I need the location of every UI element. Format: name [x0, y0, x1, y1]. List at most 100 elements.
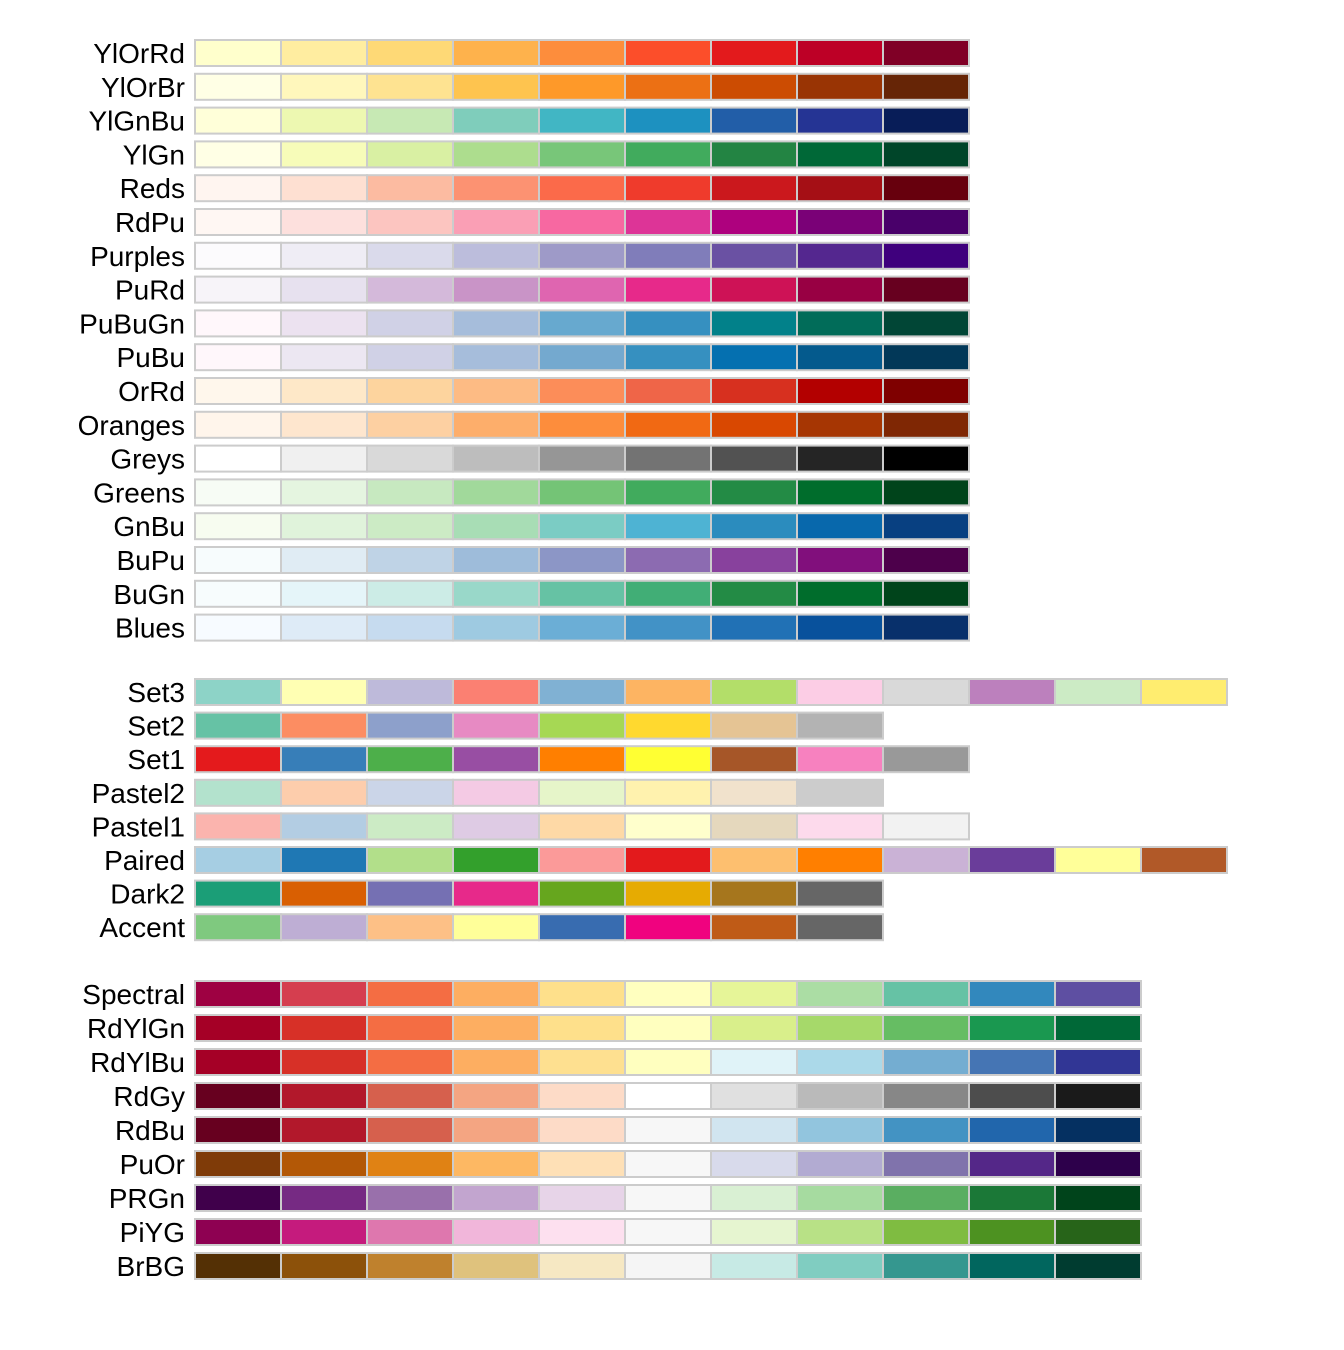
color-swatch	[538, 678, 626, 706]
palette-row: YlGnBu	[89, 106, 970, 137]
color-swatch	[280, 1116, 368, 1144]
palette-row: Greys	[110, 444, 970, 475]
color-swatch	[452, 410, 540, 439]
color-swatch	[796, 579, 884, 608]
color-swatch	[710, 309, 798, 338]
color-swatch	[968, 1116, 1056, 1144]
color-swatch	[538, 812, 626, 841]
color-swatch	[194, 812, 282, 841]
color-swatch	[366, 174, 454, 203]
color-swatch	[796, 72, 884, 101]
color-swatch	[366, 377, 454, 405]
color-swatch	[194, 846, 282, 874]
color-swatch	[538, 410, 626, 439]
palette-label: Greens	[93, 477, 185, 508]
color-swatch	[194, 410, 282, 439]
palette-label: YlOrBr	[101, 72, 185, 103]
color-swatch	[710, 174, 798, 203]
color-swatch	[366, 1218, 454, 1246]
color-swatch	[452, 711, 540, 740]
color-swatch	[624, 812, 712, 841]
color-swatch	[452, 812, 540, 841]
color-swatch	[624, 39, 712, 67]
color-swatch	[366, 1150, 454, 1178]
color-swatch	[280, 812, 368, 841]
color-swatch	[366, 444, 454, 473]
color-swatch	[452, 309, 540, 338]
palette-row: PuBu	[117, 342, 970, 373]
color-swatch	[280, 1252, 368, 1280]
palette-label: PiYG	[120, 1217, 185, 1248]
color-swatch	[710, 241, 798, 270]
color-swatch	[452, 377, 540, 405]
color-swatch	[194, 678, 282, 706]
color-swatch	[710, 1184, 798, 1212]
color-swatch	[538, 275, 626, 304]
color-swatch	[452, 778, 540, 807]
color-swatch	[710, 444, 798, 473]
color-swatch	[1054, 1082, 1142, 1110]
color-swatch	[710, 377, 798, 405]
color-swatch	[796, 1150, 884, 1178]
palette-row: Set2	[127, 711, 884, 742]
color-swatch	[452, 613, 540, 642]
color-swatch	[710, 1116, 798, 1144]
palette-row: PuOr	[120, 1149, 1142, 1180]
color-swatch	[452, 275, 540, 304]
color-swatch	[538, 613, 626, 642]
color-swatch	[710, 778, 798, 807]
color-swatch	[710, 140, 798, 169]
color-swatch	[194, 478, 282, 507]
color-swatch	[366, 410, 454, 439]
color-swatch	[968, 980, 1056, 1008]
color-swatch	[624, 275, 712, 304]
color-swatch	[796, 1116, 884, 1144]
color-swatch	[366, 613, 454, 642]
palette-row: Set1	[127, 744, 970, 775]
color-swatch	[366, 106, 454, 135]
color-swatch	[710, 410, 798, 439]
palette-row: Dark2	[110, 879, 884, 910]
color-swatch	[882, 980, 970, 1008]
color-swatch	[624, 778, 712, 807]
color-swatch	[710, 1014, 798, 1042]
color-swatch	[194, 879, 282, 908]
color-swatch	[452, 444, 540, 473]
color-swatch	[796, 1048, 884, 1076]
color-swatch	[796, 343, 884, 372]
color-swatch	[366, 39, 454, 67]
color-swatch	[882, 174, 970, 203]
color-swatch	[796, 1218, 884, 1246]
palette-group: YlOrRdYlOrBrYlGnBuYlGnRedsRdPuPurplesPuR…	[78, 38, 970, 644]
color-swatch	[710, 745, 798, 774]
color-swatch	[280, 678, 368, 706]
color-swatch	[882, 208, 970, 236]
color-swatch	[882, 410, 970, 439]
palette-row: PuRd	[115, 275, 970, 306]
color-swatch	[280, 846, 368, 874]
color-swatch	[624, 546, 712, 574]
color-swatch	[710, 711, 798, 740]
color-swatch	[194, 1150, 282, 1178]
palette-label: PuOr	[120, 1149, 185, 1180]
color-swatch	[280, 745, 368, 774]
color-swatch	[968, 1048, 1056, 1076]
color-swatch	[796, 1252, 884, 1280]
color-swatch	[280, 579, 368, 608]
palette-label: Paired	[104, 845, 185, 876]
color-swatch	[710, 275, 798, 304]
color-swatch	[194, 778, 282, 807]
color-swatch	[538, 1048, 626, 1076]
palette-label: RdPu	[115, 207, 185, 238]
color-swatch	[452, 546, 540, 574]
color-swatch	[452, 140, 540, 169]
color-swatch	[194, 913, 282, 942]
color-swatch	[194, 1218, 282, 1246]
color-swatch	[280, 879, 368, 908]
color-swatch	[538, 913, 626, 942]
color-swatch	[624, 745, 712, 774]
color-swatch	[796, 241, 884, 270]
color-swatch	[452, 174, 540, 203]
color-swatch	[452, 579, 540, 608]
color-swatch	[366, 208, 454, 236]
